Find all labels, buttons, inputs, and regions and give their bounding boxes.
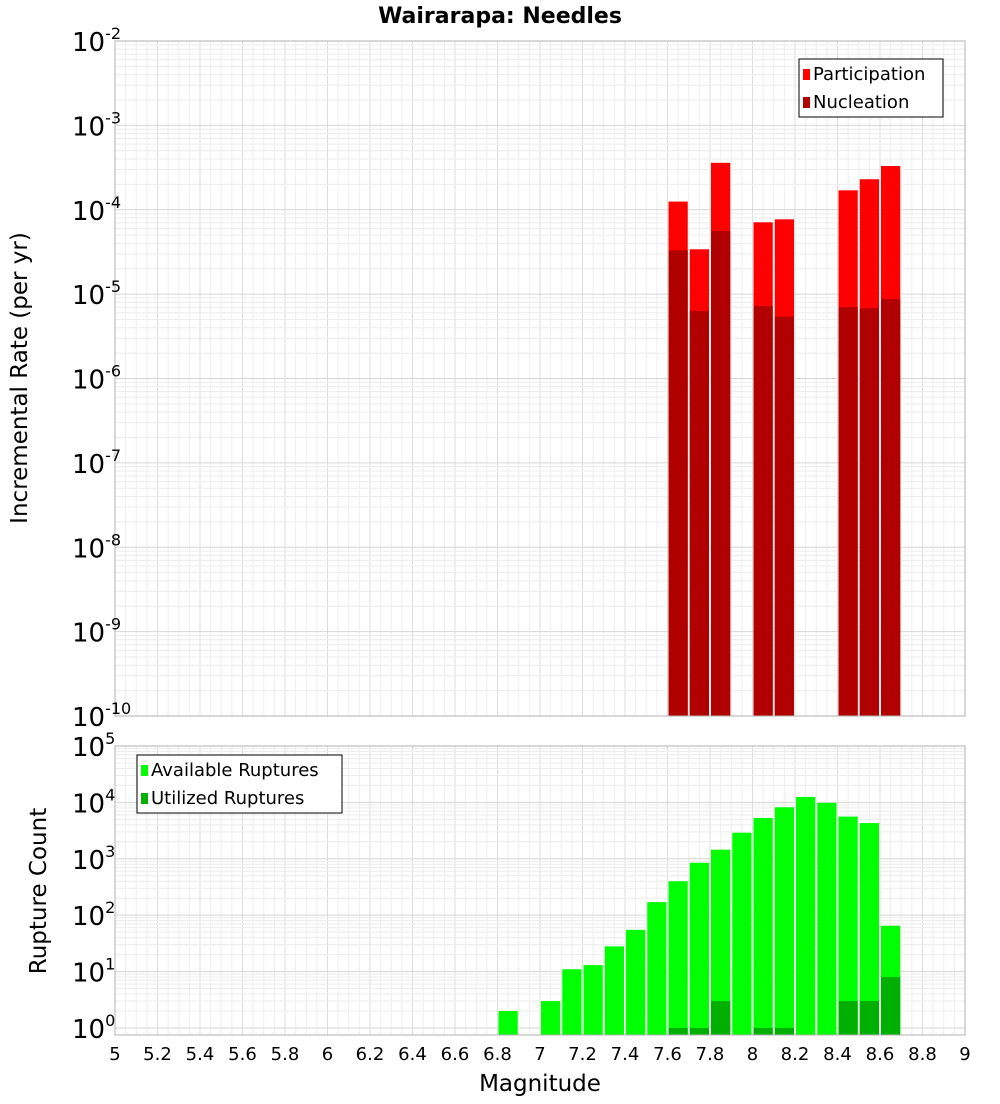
top-ytick-label: 10-5: [72, 277, 121, 311]
bottom-bar-utilized-ruptures: [859, 1001, 879, 1035]
bottom-bar-available-ruptures: [753, 817, 773, 1035]
bottom-bar-available-ruptures: [541, 1001, 561, 1035]
bottom-bar-available-ruptures: [711, 849, 731, 1035]
bottom-ytick-label: 100: [72, 1011, 115, 1045]
top-bar-nucleation: [753, 306, 773, 716]
xtick-label: 5.8: [271, 1044, 300, 1065]
top-ytick-label: 10-2: [72, 24, 121, 58]
xtick-label: 6.8: [483, 1044, 512, 1065]
xtick-label: 5: [109, 1044, 120, 1065]
top-legend: [798, 58, 944, 118]
top-ytick-label: 10-10: [72, 699, 131, 733]
top-ytick-label: 10-7: [72, 446, 121, 480]
bottom-bar-available-ruptures: [774, 807, 794, 1035]
bottom-bar-utilized-ruptures: [689, 1027, 709, 1035]
bottom-bar-utilized-ruptures: [838, 1001, 858, 1035]
top-ytick-label: 10-8: [72, 530, 121, 564]
bottom-bar-available-ruptures: [838, 816, 858, 1035]
top-ytick-label: 10-9: [72, 615, 121, 649]
top-plot-border: [114, 40, 966, 717]
bottom-bar-available-ruptures: [583, 965, 603, 1035]
bottom-bar-available-ruptures: [647, 902, 667, 1035]
xlabel: Magnitude: [479, 1071, 601, 1097]
xtick-label: 7: [534, 1044, 545, 1065]
bottom-bar-available-ruptures: [562, 969, 582, 1035]
bottom-legend-swatch: [141, 793, 148, 804]
bottom-bar-available-ruptures: [498, 1010, 518, 1035]
bottom-plot-border: [114, 745, 966, 1036]
top-bar-nucleation: [711, 230, 731, 716]
xtick-label: 8.4: [823, 1044, 852, 1065]
top-ytick-label: 10-6: [72, 362, 121, 396]
bottom-bar-available-ruptures: [859, 823, 879, 1035]
bottom-bar-available-ruptures: [817, 802, 837, 1035]
bottom-ytick-label: 105: [72, 729, 115, 763]
xtick-label: 8.8: [908, 1044, 937, 1065]
xtick-label: 9: [959, 1044, 970, 1065]
bottom-ylabel: Rupture Count: [26, 808, 52, 974]
xtick-label: 7.2: [568, 1044, 597, 1065]
xtick-label: 5.6: [228, 1044, 257, 1065]
bottom-bar-available-ruptures: [604, 946, 624, 1035]
bottom-bar-utilized-ruptures: [668, 1027, 688, 1035]
xtick-label: 6.6: [441, 1044, 470, 1065]
top-bar-nucleation: [689, 311, 709, 716]
xtick-label: 5.2: [143, 1044, 172, 1065]
bottom-bar-utilized-ruptures: [881, 977, 901, 1035]
bottom-bar-utilized-ruptures: [711, 1001, 731, 1035]
top-legend-swatch: [803, 97, 810, 108]
top-bar-nucleation: [774, 316, 794, 716]
bottom-bar-available-ruptures: [796, 796, 816, 1035]
bottom-legend-label: Available Ruptures: [151, 760, 319, 781]
xtick-label: 6.4: [398, 1044, 427, 1065]
xtick-label: 7.8: [696, 1044, 725, 1065]
top-legend-label: Participation: [813, 64, 925, 85]
top-bar-nucleation: [859, 308, 879, 716]
top-ytick-label: 10-3: [72, 108, 121, 142]
top-legend-swatch: [803, 69, 810, 80]
chart-title: Wairarapa: Needles: [378, 4, 622, 29]
bottom-legend: [136, 754, 343, 814]
bottom-bar-available-ruptures: [626, 929, 646, 1035]
bottom-bar-available-ruptures: [668, 881, 688, 1035]
xtick-label: 5.4: [186, 1044, 215, 1065]
bottom-ytick-label: 103: [72, 842, 115, 876]
top-bar-nucleation: [881, 299, 901, 716]
xtick-label: 8.6: [866, 1044, 895, 1065]
bottom-bar-utilized-ruptures: [753, 1027, 773, 1035]
bottom-bar-utilized-ruptures: [774, 1027, 794, 1035]
xtick-label: 7.4: [611, 1044, 640, 1065]
top-bar-nucleation: [838, 307, 858, 716]
bottom-ytick-label: 101: [72, 955, 115, 989]
xtick-label: 8: [747, 1044, 758, 1065]
bottom-ytick-label: 102: [72, 898, 115, 932]
xtick-label: 7.6: [653, 1044, 682, 1065]
xtick-label: 6: [322, 1044, 333, 1065]
top-ylabel: Incremental Rate (per yr): [7, 232, 33, 524]
xtick-label: 8.2: [781, 1044, 810, 1065]
top-bar-nucleation: [668, 250, 688, 717]
xtick-label: 6.2: [356, 1044, 385, 1065]
bottom-ytick-label: 104: [72, 785, 115, 819]
bottom-bar-available-ruptures: [689, 862, 709, 1035]
bottom-legend-label: Utilized Ruptures: [151, 788, 304, 809]
top-ytick-label: 10-4: [72, 193, 121, 227]
bottom-bar-available-ruptures: [732, 832, 752, 1035]
bottom-legend-swatch: [141, 765, 148, 776]
top-legend-label: Nucleation: [813, 92, 909, 113]
